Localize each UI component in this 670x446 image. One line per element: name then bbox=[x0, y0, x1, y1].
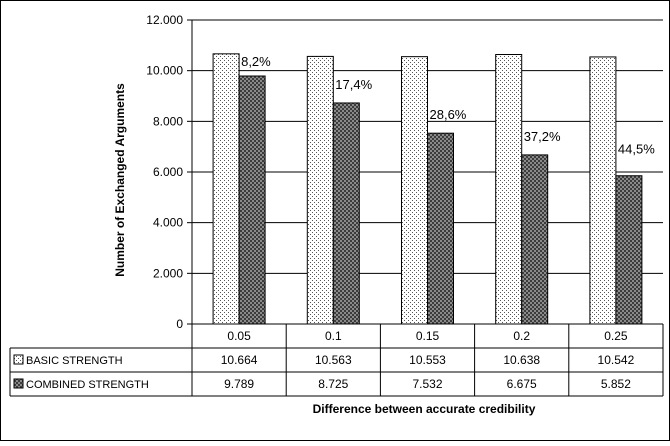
data-label: 10.553 bbox=[409, 353, 446, 367]
x-tick-label: 0.1 bbox=[325, 329, 342, 343]
data-label: 6.675 bbox=[507, 377, 537, 391]
data-label: 5.852 bbox=[601, 377, 631, 391]
y-tick-label: 2.000 bbox=[153, 266, 183, 280]
data-label: 10.638 bbox=[503, 353, 540, 367]
percent-annotation: 44,5% bbox=[618, 142, 655, 157]
bar-basic-strength bbox=[306, 55, 334, 325]
bar-basic-strength bbox=[212, 53, 240, 325]
legend-key-combined-strength bbox=[13, 378, 24, 389]
bar-basic-strength bbox=[401, 56, 428, 325]
bar-combined-strength bbox=[238, 75, 266, 325]
percent-annotation: 37,2% bbox=[524, 129, 561, 144]
x-tick-label: 0.25 bbox=[604, 329, 628, 343]
legend-label: BASIC STRENGTH bbox=[26, 355, 123, 367]
bar-combined-strength bbox=[427, 132, 454, 325]
bar-basic-strength bbox=[589, 56, 617, 325]
percent-annotation: 8,2% bbox=[241, 54, 271, 69]
data-label: 7.532 bbox=[412, 377, 442, 391]
x-axis-label: Difference between accurate credibility bbox=[313, 402, 536, 416]
legend-key-basic-strength bbox=[13, 354, 24, 365]
percent-annotation: 28,6% bbox=[430, 107, 467, 122]
legend-label: COMBINED STRENGTH bbox=[26, 379, 149, 391]
y-tick-label: 4.000 bbox=[153, 216, 183, 230]
bar-combined-strength bbox=[521, 154, 549, 325]
x-tick-label: 0.2 bbox=[513, 329, 530, 343]
x-tick-label: 0.15 bbox=[416, 329, 440, 343]
data-label: 8.725 bbox=[318, 377, 348, 391]
data-label: 10.664 bbox=[221, 353, 258, 367]
bar-basic-strength bbox=[495, 54, 523, 325]
data-label: 10.542 bbox=[598, 353, 635, 367]
y-tick-label: 6.000 bbox=[153, 165, 183, 179]
y-tick-label: 10.000 bbox=[146, 64, 183, 78]
percent-annotation: 17,4% bbox=[335, 77, 372, 92]
data-label: 10.563 bbox=[315, 353, 352, 367]
y-tick-label: 12.000 bbox=[146, 13, 183, 27]
y-axis-label: Number of Exchanged Arguments bbox=[113, 83, 127, 277]
x-tick-label: 0.05 bbox=[227, 329, 251, 343]
bar-combined-strength bbox=[332, 102, 360, 325]
y-tick-label: 8.000 bbox=[153, 114, 183, 128]
data-label: 9.789 bbox=[224, 377, 254, 391]
y-tick-label: 0 bbox=[176, 317, 183, 331]
bar-combined-strength bbox=[615, 175, 643, 325]
